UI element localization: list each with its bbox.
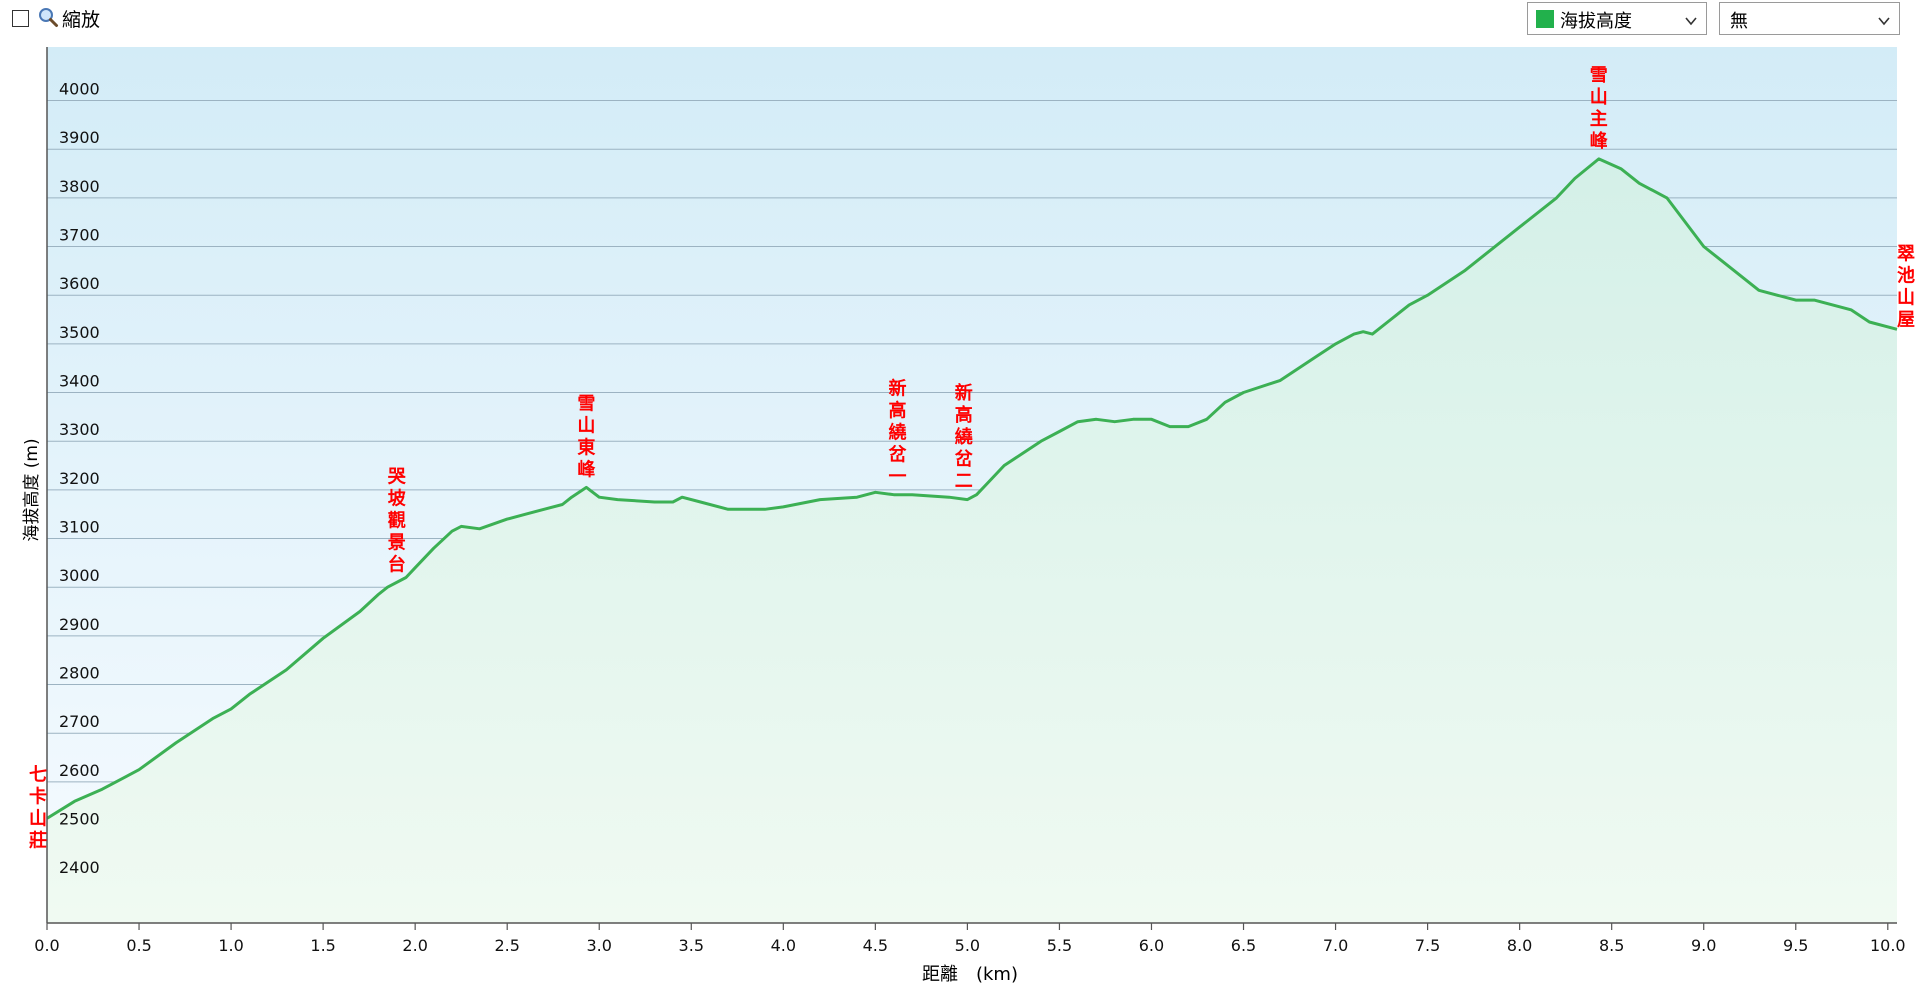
x-tick-label: 5.5	[1047, 936, 1072, 955]
series-color-swatch	[1536, 10, 1554, 28]
elevation-line	[46, 157, 1898, 820]
chevron-down-icon	[1684, 12, 1698, 26]
magnifier-icon	[37, 6, 59, 28]
peak-annotation: 新高繞岔二	[955, 382, 974, 492]
y-tick-label: 3200	[59, 469, 100, 488]
zoom-checkbox[interactable]	[12, 10, 29, 27]
x-tick-label: 4.5	[863, 936, 888, 955]
peak-annotation: 新高繞岔一	[888, 378, 907, 488]
compare-select-value: 無	[1730, 11, 1748, 32]
x-tick-label: 2.0	[402, 936, 427, 955]
y-tick-label: 3800	[59, 177, 100, 196]
x-tick-label: 3.0	[587, 936, 612, 955]
peak-annotation: 翠池山屋	[1897, 243, 1915, 330]
x-tick-label: 6.0	[1139, 936, 1164, 955]
y-tick-label: 2500	[59, 810, 100, 829]
x-tick-label: 10.0	[1870, 936, 1906, 955]
y-tick-label: 3300	[59, 420, 100, 439]
y-tick-label: 3100	[59, 518, 100, 537]
y-axis-title: 海拔高度 (m)	[22, 438, 42, 541]
x-tick-label: 0.0	[34, 936, 59, 955]
x-tick-label: 8.5	[1599, 936, 1624, 955]
y-tick-label: 3000	[59, 566, 100, 585]
y-tick-label: 2400	[59, 858, 100, 877]
y-tick-label: 2600	[59, 761, 100, 780]
x-tick-label: 5.0	[955, 936, 980, 955]
y-tick-label: 4000	[59, 80, 100, 99]
x-tick-label: 0.5	[126, 936, 151, 955]
x-axis-title: 距離 (km)	[922, 964, 1018, 985]
y-tick-label: 2700	[59, 712, 100, 731]
x-tick-label: 7.0	[1323, 936, 1348, 955]
x-tick-label: 6.5	[1231, 936, 1256, 955]
zoom-label: 縮放	[62, 9, 101, 31]
chart-toolbar: 縮放 海拔高度 無	[0, 0, 1917, 42]
peak-annotation: 哭坡觀景台	[387, 466, 407, 575]
y-tick-label: 2800	[59, 664, 100, 683]
x-tick-label: 1.5	[310, 936, 335, 955]
x-tick-label: 1.0	[218, 936, 243, 955]
peak-annotation: 七卡山莊	[29, 764, 47, 851]
x-tick-label: 3.5	[679, 936, 704, 955]
series-select-value: 海拔高度	[1560, 11, 1632, 32]
x-tick-label: 9.5	[1783, 936, 1808, 955]
elevation-area	[47, 158, 1897, 923]
y-tick-label: 2900	[59, 615, 100, 634]
x-tick-label: 7.5	[1415, 936, 1440, 955]
y-tick-label: 3500	[59, 323, 100, 342]
peak-annotation: 雪山主峰	[1590, 65, 1609, 152]
x-tick-label: 8.0	[1507, 936, 1532, 955]
peak-annotation: 雪山東峰	[577, 393, 596, 480]
series-select[interactable]: 海拔高度	[1527, 2, 1707, 35]
x-tick-label: 2.5	[494, 936, 519, 955]
y-tick-label: 3900	[59, 128, 100, 147]
y-tick-label: 3700	[59, 226, 100, 245]
compare-select[interactable]: 無	[1719, 2, 1900, 35]
x-tick-label: 9.0	[1691, 936, 1716, 955]
y-tick-label: 3400	[59, 372, 100, 391]
chevron-down-icon	[1877, 12, 1891, 26]
x-tick-label: 4.0	[771, 936, 796, 955]
y-tick-label: 3600	[59, 274, 100, 293]
